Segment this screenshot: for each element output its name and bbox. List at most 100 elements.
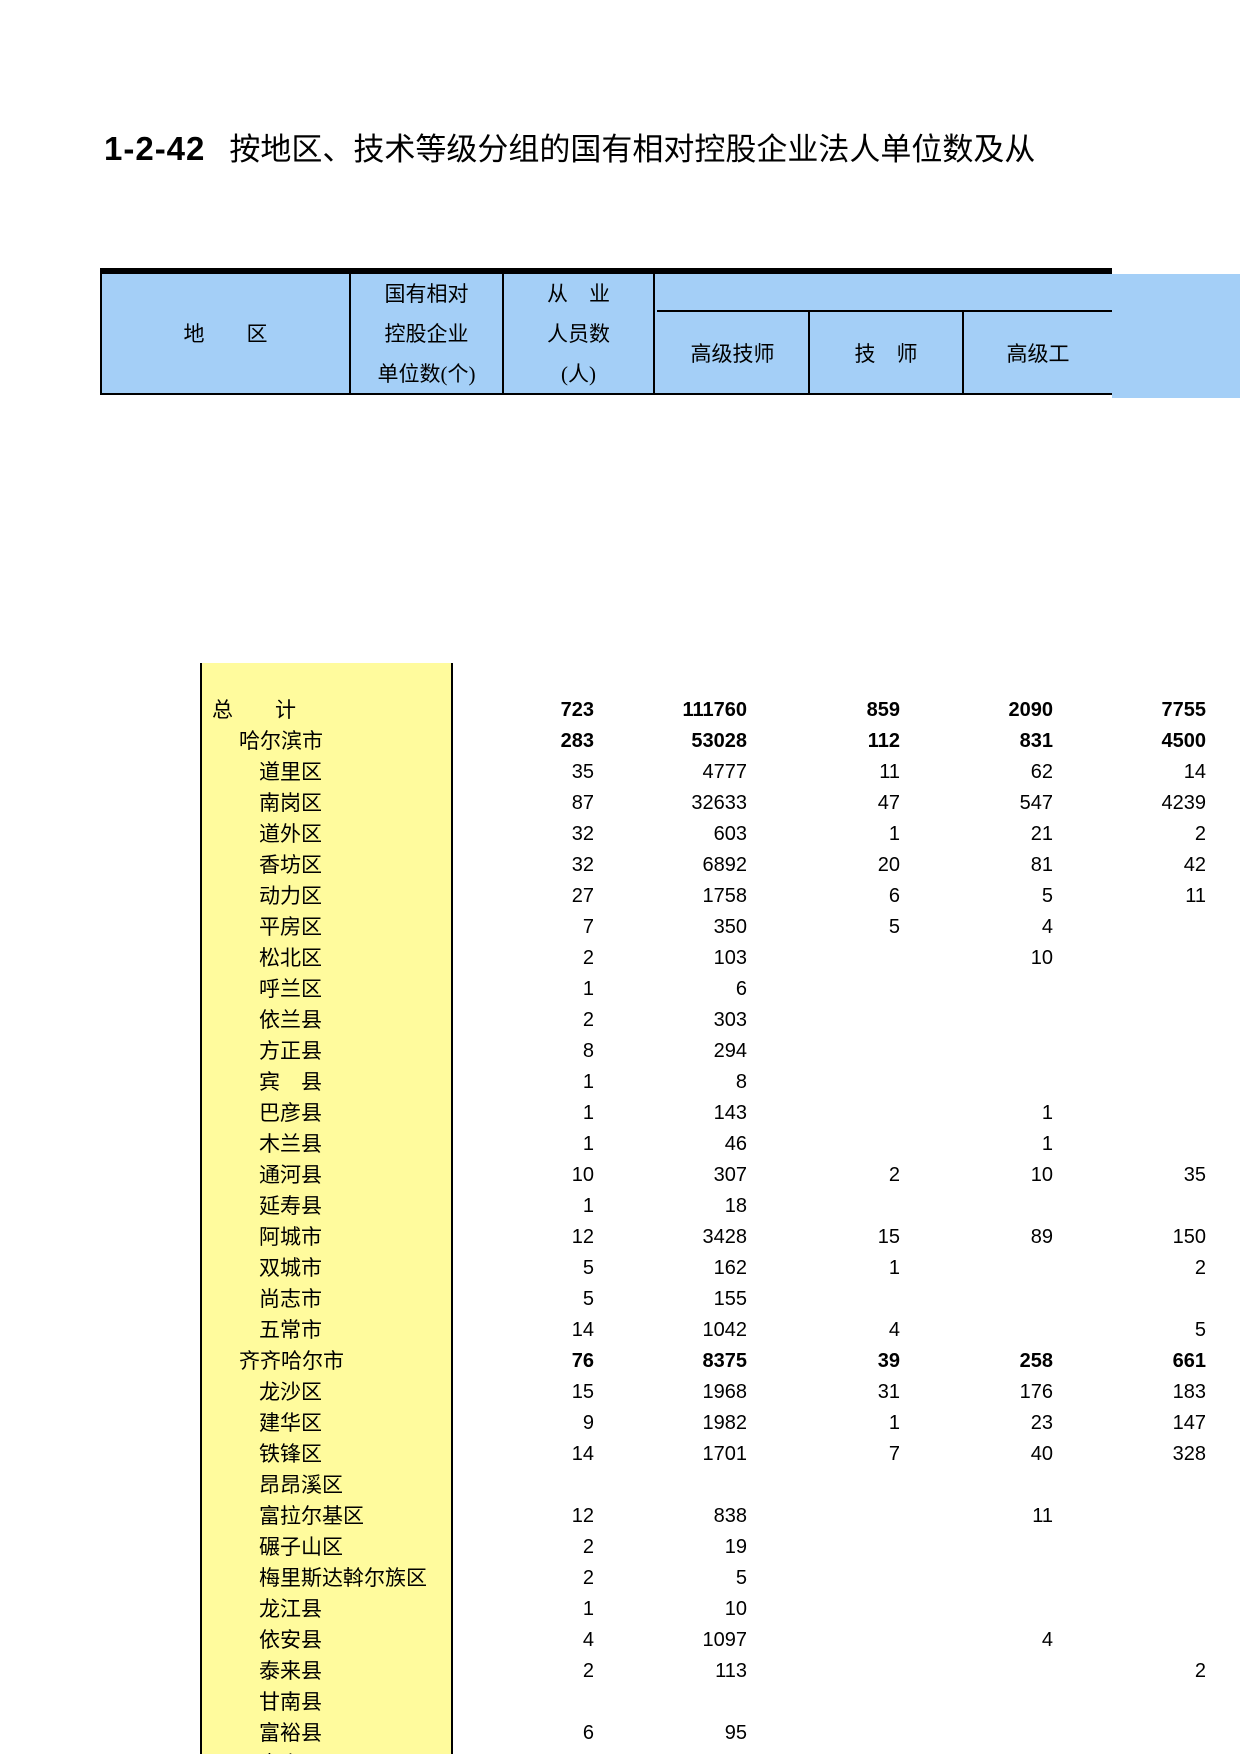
value-cell-senior-worker: 2: [1194, 823, 1206, 845]
table-row: 富裕县 6 95: [200, 1718, 1212, 1749]
region-cell: 总 计: [212, 698, 296, 722]
value-cell-units: 1: [582, 1133, 594, 1155]
table-row: 克山县420941: [200, 1749, 1212, 1754]
value-cell-employees: 303: [713, 1009, 747, 1031]
value-cell-technician: 40: [1030, 1443, 1053, 1465]
value-cell-employees: 95: [724, 1722, 747, 1744]
value-cell-senior-technician: 112: [867, 730, 900, 752]
value-cell-employees: 350: [713, 916, 747, 938]
value-cell-technician: [900, 1067, 1053, 1098]
value-cell-units: 5: [582, 1257, 594, 1279]
page-title: 1-2-42 按地区、技术等级分组的国有相对控股企业法人单位数及从: [104, 124, 1035, 169]
value-cell-senior-worker: 7755: [1161, 699, 1207, 721]
region-cell: 巴彦县: [259, 1101, 322, 1125]
table-row: 方正县 8 294: [200, 1036, 1212, 1067]
value-cell-units: 2: [582, 1660, 594, 1682]
region-cell: 依安县: [259, 1628, 322, 1652]
value-cell-technician: 21: [1030, 823, 1053, 845]
value-cell-units: 35: [571, 761, 594, 783]
column-header-senior-worker: 高级工: [962, 310, 1112, 393]
value-cell-technician: 176: [1019, 1381, 1053, 1403]
table-row: 道外区 32 603 1 21 2: [200, 819, 1212, 850]
region-cell: 哈尔滨市: [239, 729, 323, 753]
value-cell-senior-technician: [747, 1656, 900, 1687]
table-number: 1-2-42: [104, 130, 206, 167]
value-cell-senior-technician: 20: [877, 854, 900, 876]
region-cell: 铁锋区: [259, 1442, 322, 1466]
value-cell-senior-technician: [747, 1005, 900, 1036]
value-cell-employees: [594, 1687, 747, 1718]
value-cell-senior-technician: 31: [877, 1381, 900, 1403]
table-row: 富拉尔基区 12 838 11: [200, 1501, 1212, 1532]
value-cell-senior-technician: 1: [888, 1257, 900, 1279]
value-cell-units: 32: [571, 823, 594, 845]
value-cell-senior-technician: 15: [877, 1226, 900, 1248]
value-cell-units: 8: [582, 1040, 594, 1062]
value-cell-employees: 1982: [702, 1412, 748, 1434]
value-cell-senior-technician: 1: [888, 823, 900, 845]
table-row: 昂昂溪区: [200, 1470, 1212, 1501]
value-cell-technician: [900, 1005, 1053, 1036]
region-cell: 南岗区: [259, 791, 322, 815]
value-cell-senior-worker: [1053, 1687, 1206, 1718]
value-cell-technician: 831: [1019, 730, 1053, 752]
region-cell: 五常市: [259, 1318, 322, 1342]
value-cell-technician: 1: [1041, 1102, 1053, 1124]
value-cell-senior-worker: 5: [1194, 1319, 1206, 1341]
value-cell-employees: 1097: [702, 1629, 748, 1651]
region-cell: 通河县: [259, 1163, 322, 1187]
table-rows: 总 计 723 111760 859 2090 7755 哈尔滨市 283 53028 112 83…: [200, 695, 1212, 1754]
value-cell-employees: 10: [724, 1598, 747, 1620]
value-cell-employees: 113: [715, 1660, 747, 1682]
table-header: 地 区 国有相对 控股企业 单位数(个) 从 业 人员数 (人) 高级技师 技 …: [100, 268, 1112, 395]
value-cell-senior-worker: [1053, 1594, 1206, 1625]
value-cell-senior-technician: [747, 1718, 900, 1749]
value-cell-senior-technician: 6: [888, 885, 900, 907]
value-cell-employees: 5: [735, 1567, 747, 1589]
table-row: 五常市 14 1042 4 5: [200, 1315, 1212, 1346]
value-cell-senior-technician: [747, 1129, 900, 1160]
region-cell: 尚志市: [259, 1287, 322, 1311]
value-cell-senior-worker: [1053, 1067, 1206, 1098]
value-cell-senior-worker: [1053, 1005, 1206, 1036]
value-cell-units: 7: [582, 916, 594, 938]
table-row: 依安县 4 1097 4: [200, 1625, 1212, 1656]
table-row: 哈尔滨市 283 53028 112 831 4500: [200, 726, 1212, 757]
value-cell-employees: [594, 1470, 747, 1501]
region-cell: 齐齐哈尔市: [239, 1349, 344, 1373]
value-cell-senior-technician: [747, 1563, 900, 1594]
column-header-employees-line1: 从 业: [547, 281, 610, 306]
value-cell-employees: 53028: [691, 730, 747, 752]
value-cell-units: 4: [449, 1749, 594, 1754]
value-cell-technician: 4: [1041, 1629, 1053, 1651]
region-cell: 方正县: [259, 1039, 322, 1063]
value-cell-employees: 1968: [702, 1381, 748, 1403]
value-cell-technician: [900, 1470, 1053, 1501]
table-row: 龙沙区 15 1968 31 176 183: [200, 1377, 1212, 1408]
value-cell-employees: 294: [713, 1040, 747, 1062]
column-header-region: 地 区: [100, 274, 349, 393]
value-cell-units: 27: [571, 885, 594, 907]
value-cell-employees: 1042: [702, 1319, 748, 1341]
value-cell-senior-technician: 39: [877, 1350, 900, 1372]
region-cell: 富裕县: [259, 1721, 322, 1745]
value-cell-units: 2: [582, 947, 594, 969]
table-row: 木兰县 1 46 1: [200, 1129, 1212, 1160]
value-cell-employees: 46: [724, 1133, 747, 1155]
value-cell-units: 1: [582, 978, 594, 1000]
value-cell-employees: 19: [724, 1536, 747, 1558]
value-cell-technician: 10: [1030, 1164, 1053, 1186]
value-cell-technician: 258: [1019, 1350, 1053, 1372]
table-row: 齐齐哈尔市 76 8375 39 258 661: [200, 1346, 1212, 1377]
value-cell-technician: 5: [1041, 885, 1053, 907]
value-cell-units: 2: [582, 1009, 594, 1031]
value-cell-technician: 4: [1041, 916, 1053, 938]
value-cell-technician: 4: [900, 1749, 1053, 1754]
table-row: 香坊区 32 6892 20 81 42: [200, 850, 1212, 881]
value-cell-senior-technician: [747, 943, 900, 974]
value-cell-technician: [900, 1253, 1053, 1284]
value-cell-employees: 143: [713, 1102, 747, 1124]
value-cell-senior-technician: [747, 1098, 900, 1129]
value-cell-senior-worker: [1053, 912, 1206, 943]
